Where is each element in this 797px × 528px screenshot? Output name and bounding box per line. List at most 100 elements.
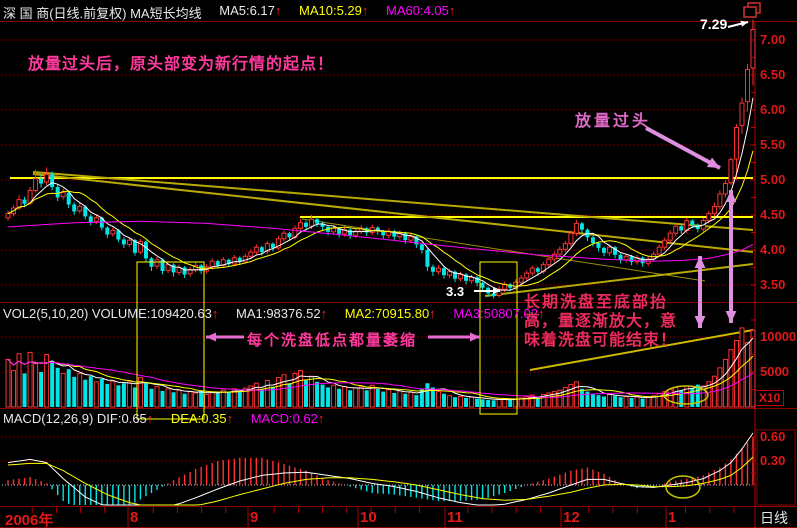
candle-up xyxy=(137,241,143,253)
volume-bar xyxy=(116,385,121,407)
volume-bar xyxy=(259,388,264,407)
candle-down xyxy=(596,243,601,248)
candle-up xyxy=(154,259,160,267)
candle-down xyxy=(237,257,242,262)
price-ma5-line xyxy=(7,97,754,291)
candle-up xyxy=(607,246,613,254)
candle-down xyxy=(55,187,60,198)
candle-up xyxy=(667,232,673,241)
candle-down xyxy=(491,293,496,297)
candle-up xyxy=(253,246,259,253)
candle-down xyxy=(613,247,618,255)
volume-bar xyxy=(50,362,55,407)
price-ma10-line xyxy=(7,150,754,287)
volume-bar xyxy=(441,393,446,407)
volume-axis-label: 5000 xyxy=(760,364,789,379)
candle-up xyxy=(722,183,728,195)
candle-up xyxy=(623,255,629,261)
candle-up xyxy=(524,272,530,279)
candle-down xyxy=(392,231,397,237)
volume-bar xyxy=(93,381,99,408)
volume-bar xyxy=(72,376,77,407)
vol-ma2-value: MA2:70915.80 xyxy=(344,306,430,321)
candle-up xyxy=(750,29,756,69)
axis-month-label: 1 xyxy=(668,509,677,526)
volume-bar xyxy=(353,387,359,408)
up-arrow-icon: ↑ xyxy=(320,306,328,321)
volume-bar xyxy=(524,396,530,408)
volume-bar xyxy=(248,385,254,408)
volume-bar xyxy=(535,397,540,407)
candle-up xyxy=(309,218,315,227)
candle-down xyxy=(618,254,623,260)
annotation-arrow xyxy=(645,126,721,170)
volume-bar xyxy=(33,363,39,408)
volume-bar xyxy=(320,384,325,407)
candle-up xyxy=(110,229,116,235)
arrowhead xyxy=(470,332,480,342)
volume-bar xyxy=(381,391,386,407)
candle-up xyxy=(744,68,750,103)
volume-bar xyxy=(22,373,27,407)
price-low-label: 3.3 xyxy=(446,284,465,299)
volume-bar xyxy=(585,391,590,407)
volume-bar xyxy=(403,393,408,407)
volume-pane-header: VOL2(5,10,20) VOLUME:109420.63↑ MA1:9837… xyxy=(3,306,544,321)
candle-down xyxy=(270,243,275,248)
candle-up xyxy=(568,232,574,245)
axis-month-label: 10 xyxy=(360,509,377,526)
volume-bar xyxy=(562,386,568,408)
candle-down xyxy=(72,204,77,212)
dea-value: DEA:0.35 xyxy=(170,411,227,426)
candle-up xyxy=(662,239,668,248)
volume-bar xyxy=(209,391,215,408)
candle-down xyxy=(304,222,308,227)
macd-value: MACD:0.62 xyxy=(250,411,318,426)
volume-value: VOL2(5,10,20) VOLUME:109420.63 xyxy=(3,306,212,321)
volume-bar xyxy=(39,372,44,407)
volume-bar xyxy=(634,396,640,408)
volume-bar xyxy=(253,382,259,408)
volume-bar xyxy=(199,390,204,407)
volume-bar xyxy=(607,393,613,408)
price-axis-label: 7.00 xyxy=(760,32,786,47)
volume-bar xyxy=(596,395,601,407)
axis-month-label: 8 xyxy=(130,509,139,526)
volume-bar xyxy=(397,390,403,408)
candle-up xyxy=(706,213,712,222)
volume-bar xyxy=(551,391,557,408)
volume-bar xyxy=(546,392,552,408)
candle-down xyxy=(121,239,126,245)
volume-bar xyxy=(613,395,618,407)
macd-dea-line xyxy=(7,456,754,506)
candle-up xyxy=(60,192,66,198)
axis-month-label: 2006年 xyxy=(5,512,54,528)
price-high-label: 7.29 xyxy=(700,16,728,32)
candle-up xyxy=(16,199,22,209)
volume-bar xyxy=(281,374,287,408)
candle-up xyxy=(717,193,723,208)
candle-up xyxy=(33,178,39,192)
candle-up xyxy=(546,258,552,266)
restore-window-icon[interactable] xyxy=(743,2,761,18)
up-arrow-icon: ↑ xyxy=(211,306,219,321)
up-arrow-icon: ↑ xyxy=(317,411,325,426)
candle-up xyxy=(496,288,502,297)
volume-bar xyxy=(60,372,66,408)
candle-up xyxy=(557,248,563,255)
candle-up xyxy=(728,159,734,184)
up-arrow-icon: ↑ xyxy=(429,306,436,321)
macd-axis-box xyxy=(756,429,796,506)
candle-up xyxy=(469,276,475,282)
volume-bar xyxy=(464,397,469,407)
candle-up xyxy=(281,232,287,240)
candle-up xyxy=(248,251,254,257)
volume-bar xyxy=(706,381,712,408)
highlight-ellipse xyxy=(665,475,701,499)
highlight-box xyxy=(136,261,205,420)
volume-bar xyxy=(690,388,695,407)
candle-up xyxy=(220,259,226,266)
note-wash-line1: 长期洗盘至底部抬 xyxy=(524,294,669,311)
